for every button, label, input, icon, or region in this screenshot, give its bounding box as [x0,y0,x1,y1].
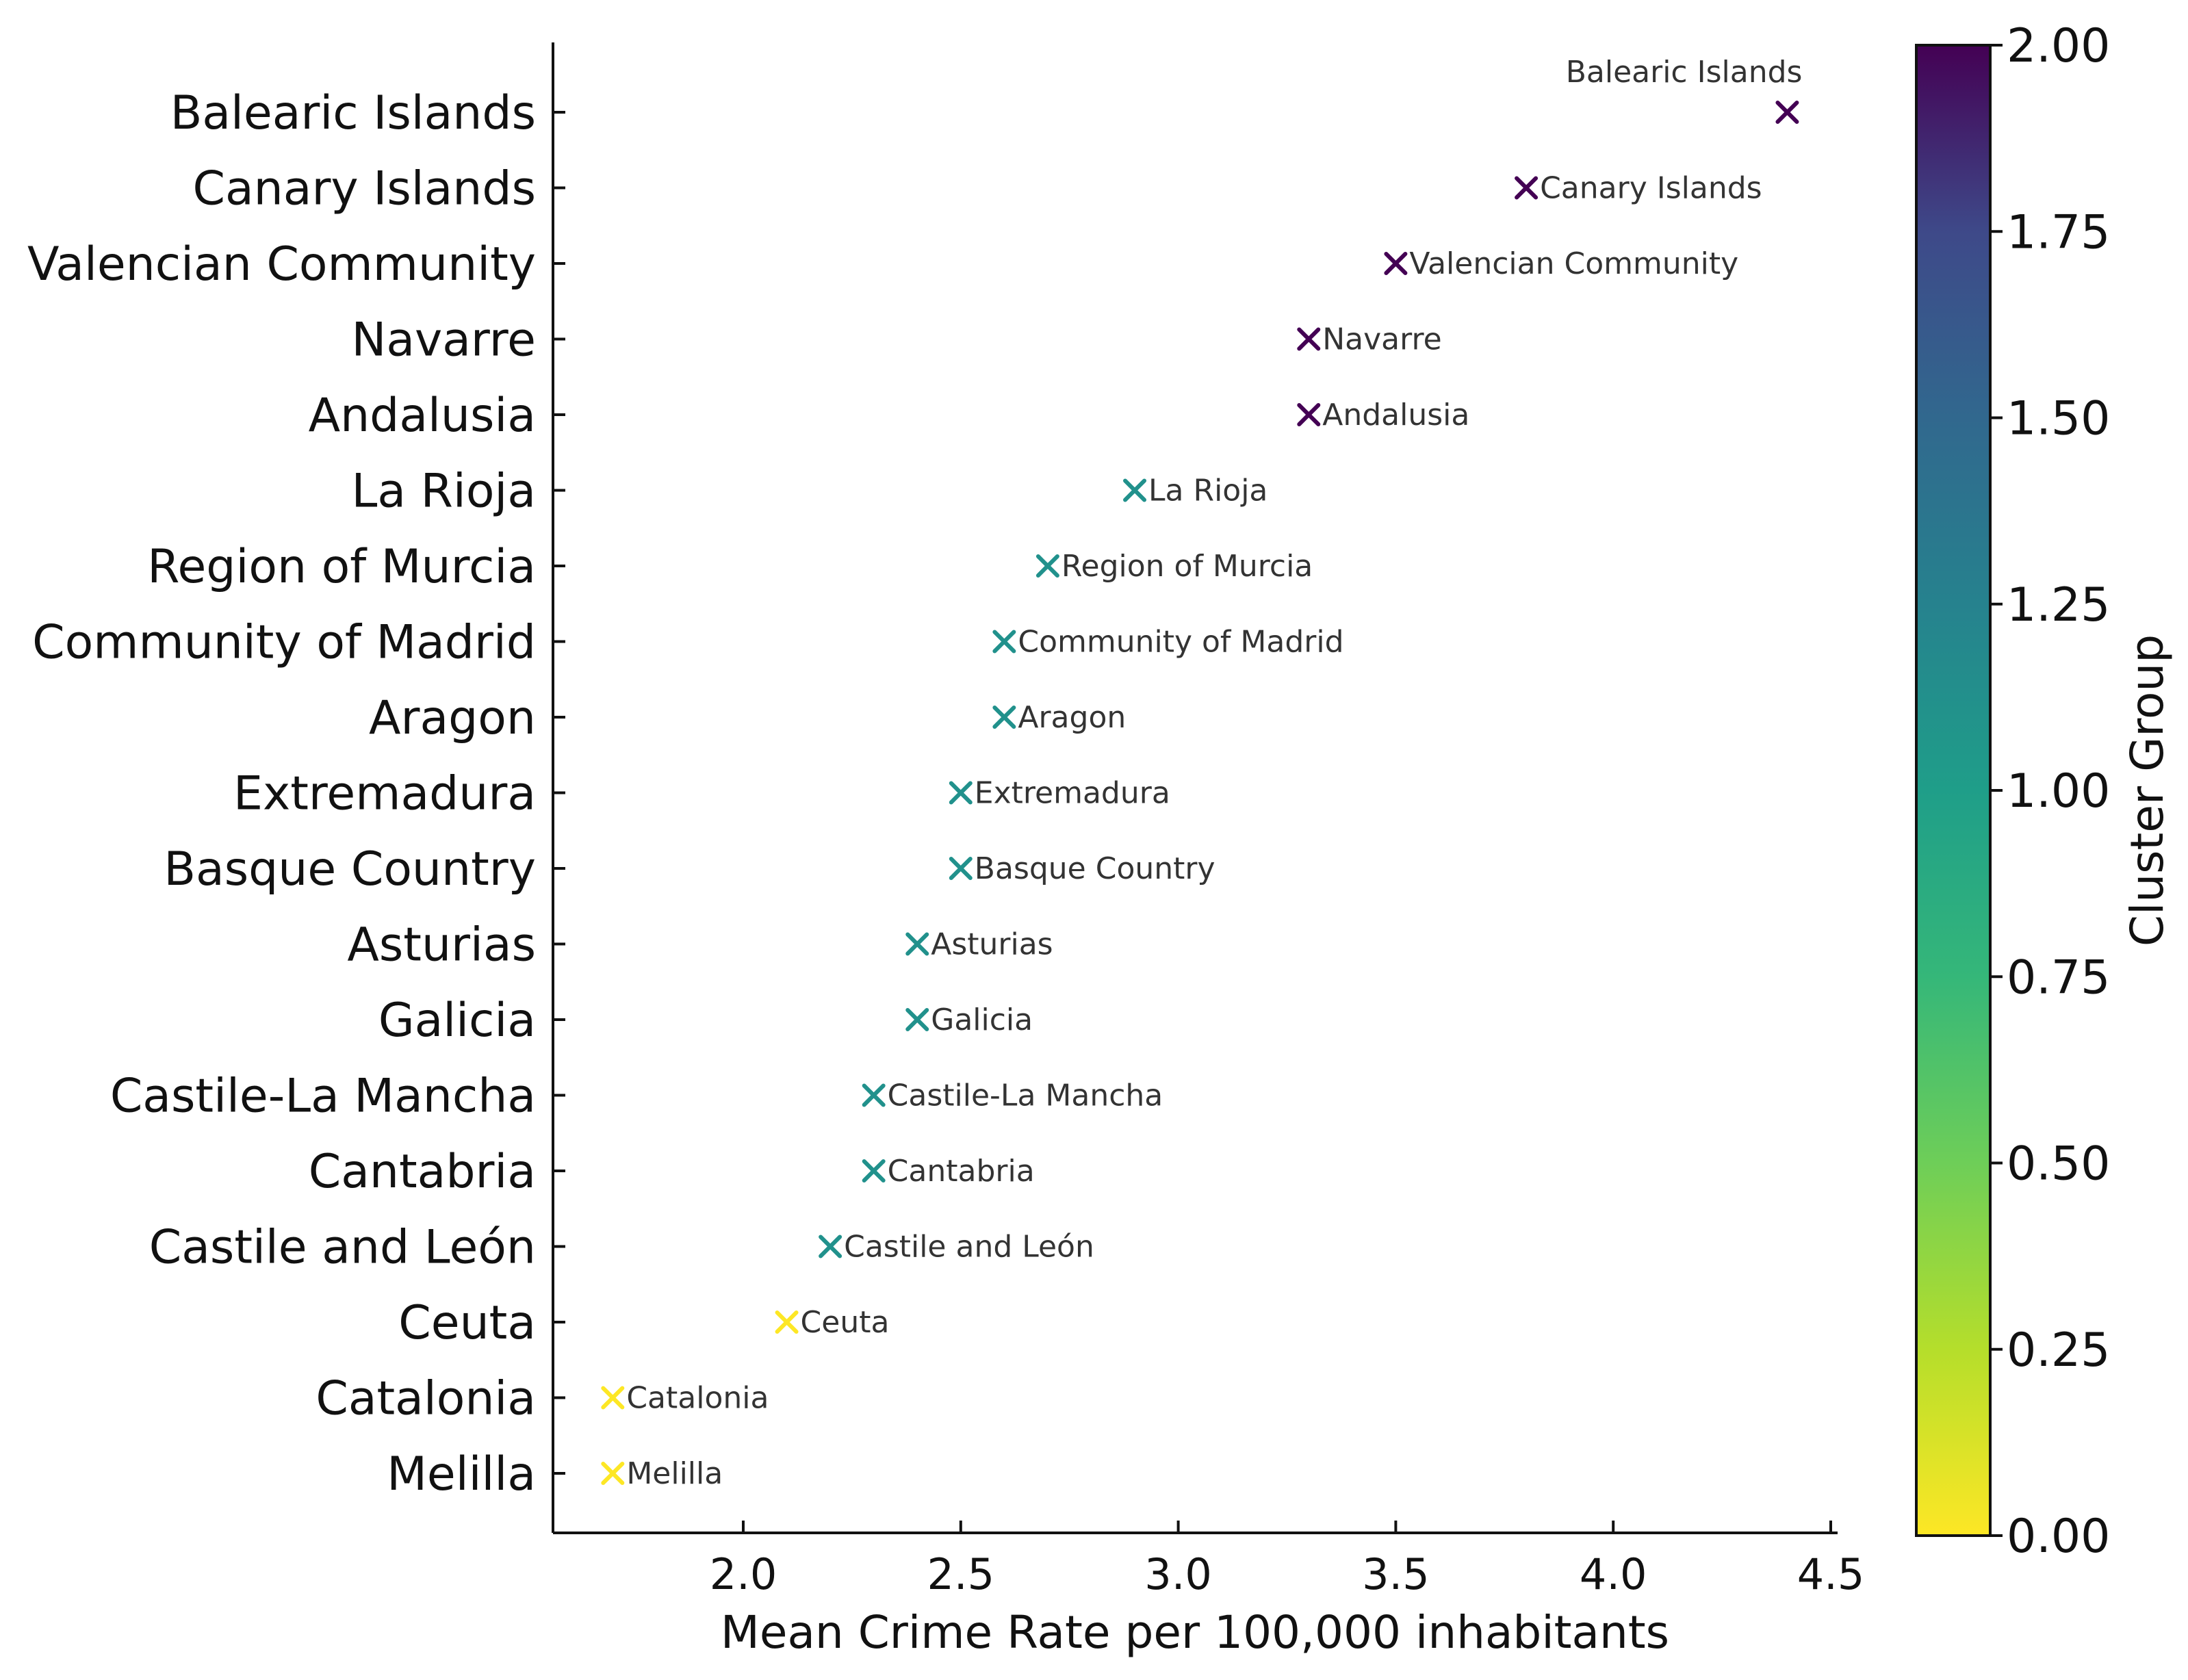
y-tick-label: Catalonia [316,1372,536,1426]
y-tick-label: Castile-La Mancha [110,1070,536,1124]
data-point-label: Castile-La Mancha [888,1078,1163,1113]
y-tick-label: La Rioja [352,465,536,519]
data-point-marker [1515,176,1539,200]
data-point-label: La Rioja [1148,474,1267,508]
data-point-label: Canary Islands [1540,171,1762,206]
data-point-marker [1035,554,1059,578]
data-point-label: Basque Country [975,851,1215,886]
data-point-label: Galicia [931,1003,1033,1037]
data-point-marker [905,1008,929,1031]
data-point-marker [1775,101,1799,124]
y-tick-label: Navarre [351,313,536,367]
data-point-label: Aragon [1018,700,1126,735]
data-point-label: Catalonia [626,1381,769,1416]
colorbar-tick-label: 1.00 [2007,764,2110,818]
y-tick-label: Ceuta [398,1296,536,1350]
colorbar-ticks: 0.00 0.25 0.50 0.75 1.00 1.25 1.50 1.75 2.00 [1990,19,2110,1564]
y-tick-label: Melilla [387,1447,536,1501]
data-point-label: Asturias [931,927,1053,962]
data-point-marker [819,1235,842,1258]
data-point-marker [862,1159,886,1183]
y-tick-label: Galicia [378,994,536,1048]
data-point-label: Cantabria [888,1154,1035,1189]
colorbar-tick-label: 2.00 [2007,19,2110,73]
colorbar-gradient [1915,44,1992,1537]
data-point-marker [1297,403,1321,426]
y-tick-label: Basque Country [164,842,536,896]
data-point-label: Andalusia [1322,398,1469,432]
data-points: Balearic Islands Canary Islands Valencian … [601,55,1803,1491]
colorbar-tick-label: 0.50 [2007,1137,2110,1191]
data-point-marker [905,932,929,956]
colorbar-tick-label: 0.00 [2007,1510,2110,1564]
data-point-label: Extremadura [975,776,1170,811]
x-tick-label: 3.0 [1144,1549,1212,1599]
colorbar-tick-label: 1.50 [2007,392,2110,446]
data-point-label: Castile and León [844,1230,1094,1265]
data-point-marker [1384,252,1408,275]
y-tick-label: Cantabria [309,1145,536,1199]
x-axis-title: Mean Crime Rate per 100,000 inhabitants [721,1606,1669,1659]
x-tick-label: 4.5 [1797,1549,1865,1599]
x-tick-label: 3.5 [1362,1549,1430,1599]
y-tick-label: Asturias [347,918,536,972]
y-axis-ticks: Balearic Islands Canary Islands Valencian … [27,86,565,1501]
y-tick-label: Extremadura [233,767,536,821]
data-point-marker [862,1083,886,1107]
data-point-label: Balearic Islands [1566,55,1803,90]
y-tick-label: Andalusia [309,389,536,443]
y-tick-label: Balearic Islands [170,86,536,140]
x-tick-label: 2.5 [927,1549,994,1599]
data-point-label: Navarre [1322,322,1441,357]
colorbar-tick-label: 0.25 [2007,1323,2110,1378]
data-point-marker [949,857,973,880]
data-point-label: Melilla [626,1456,723,1491]
data-point-marker [601,1386,625,1410]
data-point-label: Ceuta [801,1305,890,1340]
data-point-label: Valencian Community [1409,246,1738,281]
colorbar-tick-label: 0.75 [2007,951,2110,1005]
y-tick-label: Canary Islands [193,162,536,216]
colorbar: 0.00 0.25 0.50 0.75 1.00 1.25 1.50 1.75 2.00 Clu… [1915,19,2174,1564]
y-tick-label: Region of Murcia [147,540,536,594]
colorbar-tick-label: 1.25 [2007,578,2110,632]
y-tick-label: Community of Madrid [32,616,536,670]
y-tick-label: Aragon [369,691,536,745]
data-point-label: Region of Murcia [1061,549,1313,584]
colorbar-tick-label: 1.75 [2007,205,2110,259]
x-tick-label: 4.0 [1580,1549,1647,1599]
y-tick-label: Valencian Community [27,237,536,292]
y-tick-label: Castile and León [149,1221,536,1275]
x-axis-ticks: 2.0 2.5 3.0 3.5 4.0 4.5 [710,1521,1865,1599]
data-point-marker [601,1462,625,1485]
data-point-marker [1297,327,1321,351]
data-point-marker [992,630,1016,654]
x-tick-label: 2.0 [710,1549,777,1599]
data-point-marker [775,1310,799,1334]
plot-area: Balearic Islands Canary Islands Valencian … [27,42,1864,1659]
data-point-label: Community of Madrid [1018,625,1343,660]
colorbar-title: Cluster Group [2121,634,2174,946]
data-point-marker [1123,478,1147,502]
data-point-marker [949,781,973,805]
data-point-marker [992,706,1016,729]
